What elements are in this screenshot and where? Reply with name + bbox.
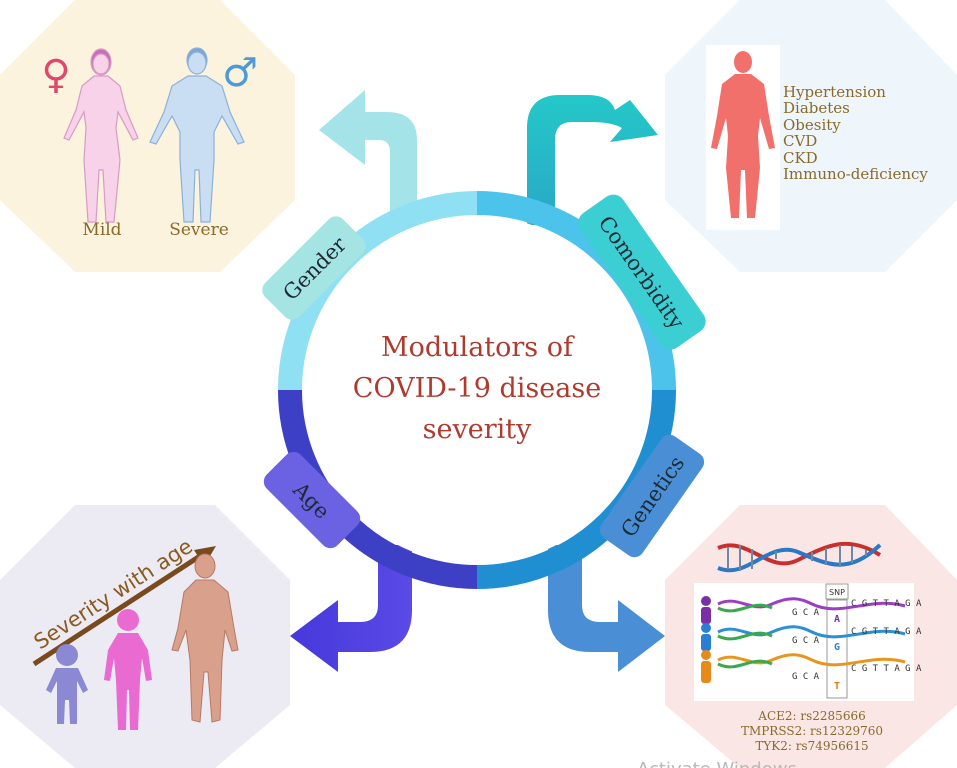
sequence-row: G C A T C G T T A G A [792, 664, 922, 692]
person-icon [701, 623, 711, 651]
center-title-line1: Modulators of [381, 332, 575, 363]
dna-helix-icon [717, 541, 882, 573]
adult-figure-icon [104, 609, 152, 730]
dna-strand-orange [717, 653, 906, 667]
female-symbol-icon: ♀ [41, 52, 70, 98]
comorbidity-item: CKD [783, 149, 818, 167]
sequence-row: G C A G C G T T A G A [792, 627, 922, 653]
gender-panel [0, 0, 295, 272]
age-label-pill: Age [263, 451, 361, 549]
dna-strand-blue [717, 625, 906, 639]
center-title-line3: severity [423, 414, 532, 445]
dna-strand-purple-2 [717, 603, 773, 613]
dna-strand-purple [717, 597, 906, 611]
person-icon [701, 650, 711, 683]
gender-arrow [319, 90, 417, 225]
variant-ace2: ACE2: rs2285666 [757, 709, 865, 723]
person-icon [701, 596, 711, 624]
comorbidity-item: Immuno-deficiency [783, 165, 928, 183]
severe-label: Severe [169, 220, 229, 240]
dna-strand-orange-2 [717, 659, 773, 669]
snp-base: G [834, 642, 840, 653]
sequence-suffix: C G T T A G A [851, 664, 922, 674]
elderly-figure-icon [171, 553, 239, 723]
variant-tyk2: TYK2: rs74956615 [755, 739, 868, 753]
male-symbol-icon: ♂ [222, 50, 258, 96]
child-figure-icon [46, 644, 88, 724]
snp-base: A [834, 614, 840, 625]
snp-tag-box [825, 583, 849, 600]
sequence-prefix: G C A [792, 636, 820, 646]
sequence-row: G C A A C G T T A G A [792, 599, 922, 625]
comorbidity-arrow [527, 95, 658, 225]
sequence-suffix: C G T T A G A [851, 599, 922, 609]
sequence-suffix: C G T T A G A [851, 627, 922, 637]
age-arrow [290, 545, 412, 672]
comorbidity-item: Hypertension [783, 83, 886, 101]
genetics-arrow [548, 545, 665, 672]
sequence-prefix: G C A [792, 672, 820, 682]
variant-tmprss2: TMPRSS2: rs12329760 [741, 724, 883, 738]
mild-label: Mild [82, 220, 121, 240]
male-figure-icon [149, 47, 245, 223]
sequence-prefix: G C A [792, 608, 820, 618]
comorbidity-list: Hypertension Diabetes Obesity CVD CKD Im… [783, 83, 928, 183]
comorbidity-item: Obesity [783, 116, 841, 134]
activate-windows-watermark: Activate Windows [637, 759, 797, 768]
body-figure-icon [711, 51, 775, 218]
snp-base: T [834, 681, 840, 692]
comorbidity-item: Diabetes [783, 99, 850, 117]
female-figure-icon [63, 48, 139, 223]
snp-tag: SNP [829, 588, 845, 597]
dna-strand-blue-2 [717, 631, 773, 641]
snp-column-marker [826, 599, 848, 699]
comorbidity-item: CVD [783, 132, 817, 150]
center-title-line2: COVID-19 disease [353, 373, 601, 404]
